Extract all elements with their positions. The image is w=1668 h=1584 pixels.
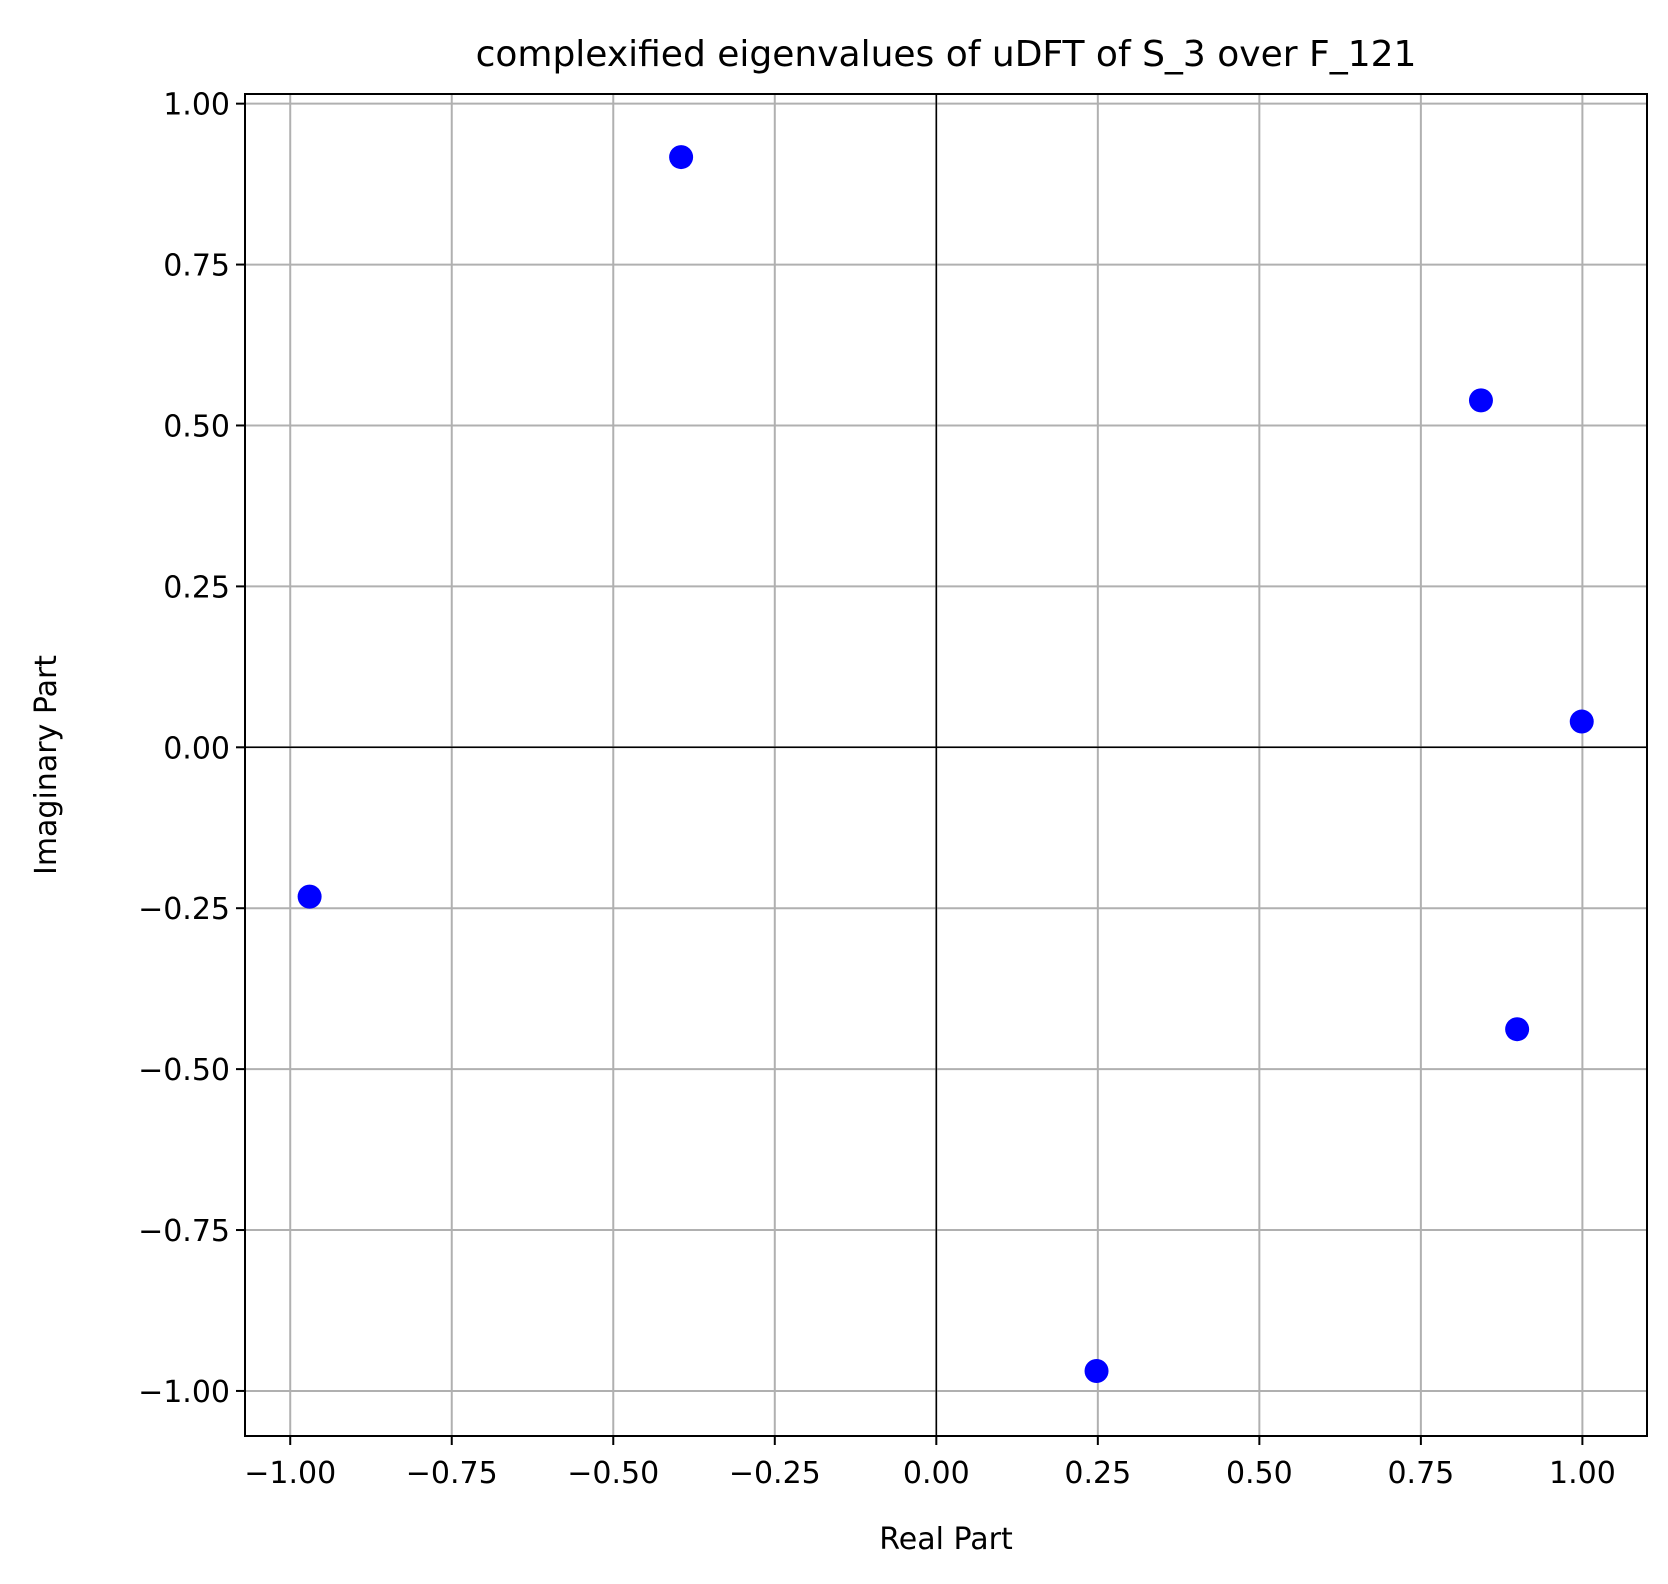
data-points [297, 145, 1594, 1383]
data-point-0-5 [1084, 1358, 1109, 1383]
data-point-0-0 [669, 145, 694, 170]
y-tick-label-7: 0.75 [163, 249, 230, 284]
data-point-0-2 [1569, 709, 1594, 734]
y-tick-label-0: −1.00 [138, 1375, 230, 1410]
x-tick-label-3: −0.25 [729, 1456, 821, 1491]
data-point-0-3 [297, 884, 322, 909]
x-tick-label-1: −0.75 [406, 1456, 498, 1491]
data-point-0-1 [1468, 388, 1493, 413]
axis-ticks: −1.00 −0.75 −0.50 −0.25 0.00 0.25 0.50 0.75 1.00… [138, 88, 1616, 1491]
y-axis-title: Imaginary Part [29, 655, 64, 875]
x-tick-label-5: 0.25 [1064, 1456, 1131, 1491]
x-tick-label-8: 1.00 [1549, 1456, 1616, 1491]
y-tick-label-4: 0.00 [163, 731, 230, 766]
y-tick-label-6: 0.50 [163, 409, 230, 444]
x-tick-label-7: 0.75 [1387, 1456, 1454, 1491]
y-tick-label-2: −0.50 [138, 1053, 230, 1088]
y-tick-label-1: −0.75 [138, 1214, 230, 1249]
y-tick-label-5: 0.25 [163, 570, 230, 605]
zero-lines [245, 94, 1647, 1436]
chart-title: complexified eigenvalues of uDFT of S_3 … [476, 34, 1417, 75]
plot-frame [244, 93, 1648, 1437]
x-tick-label-0: −1.00 [244, 1456, 336, 1491]
y-tick-label-8: 1.00 [163, 88, 230, 123]
x-tick-label-2: −0.50 [567, 1456, 659, 1491]
data-point-0-4 [1505, 1017, 1530, 1042]
y-tick-label-3: −0.25 [138, 892, 230, 927]
x-axis-title: Real Part [879, 1522, 1013, 1557]
x-tick-label-4: 0.00 [903, 1456, 970, 1491]
x-tick-label-6: 0.50 [1226, 1456, 1293, 1491]
grid [245, 94, 1647, 1436]
